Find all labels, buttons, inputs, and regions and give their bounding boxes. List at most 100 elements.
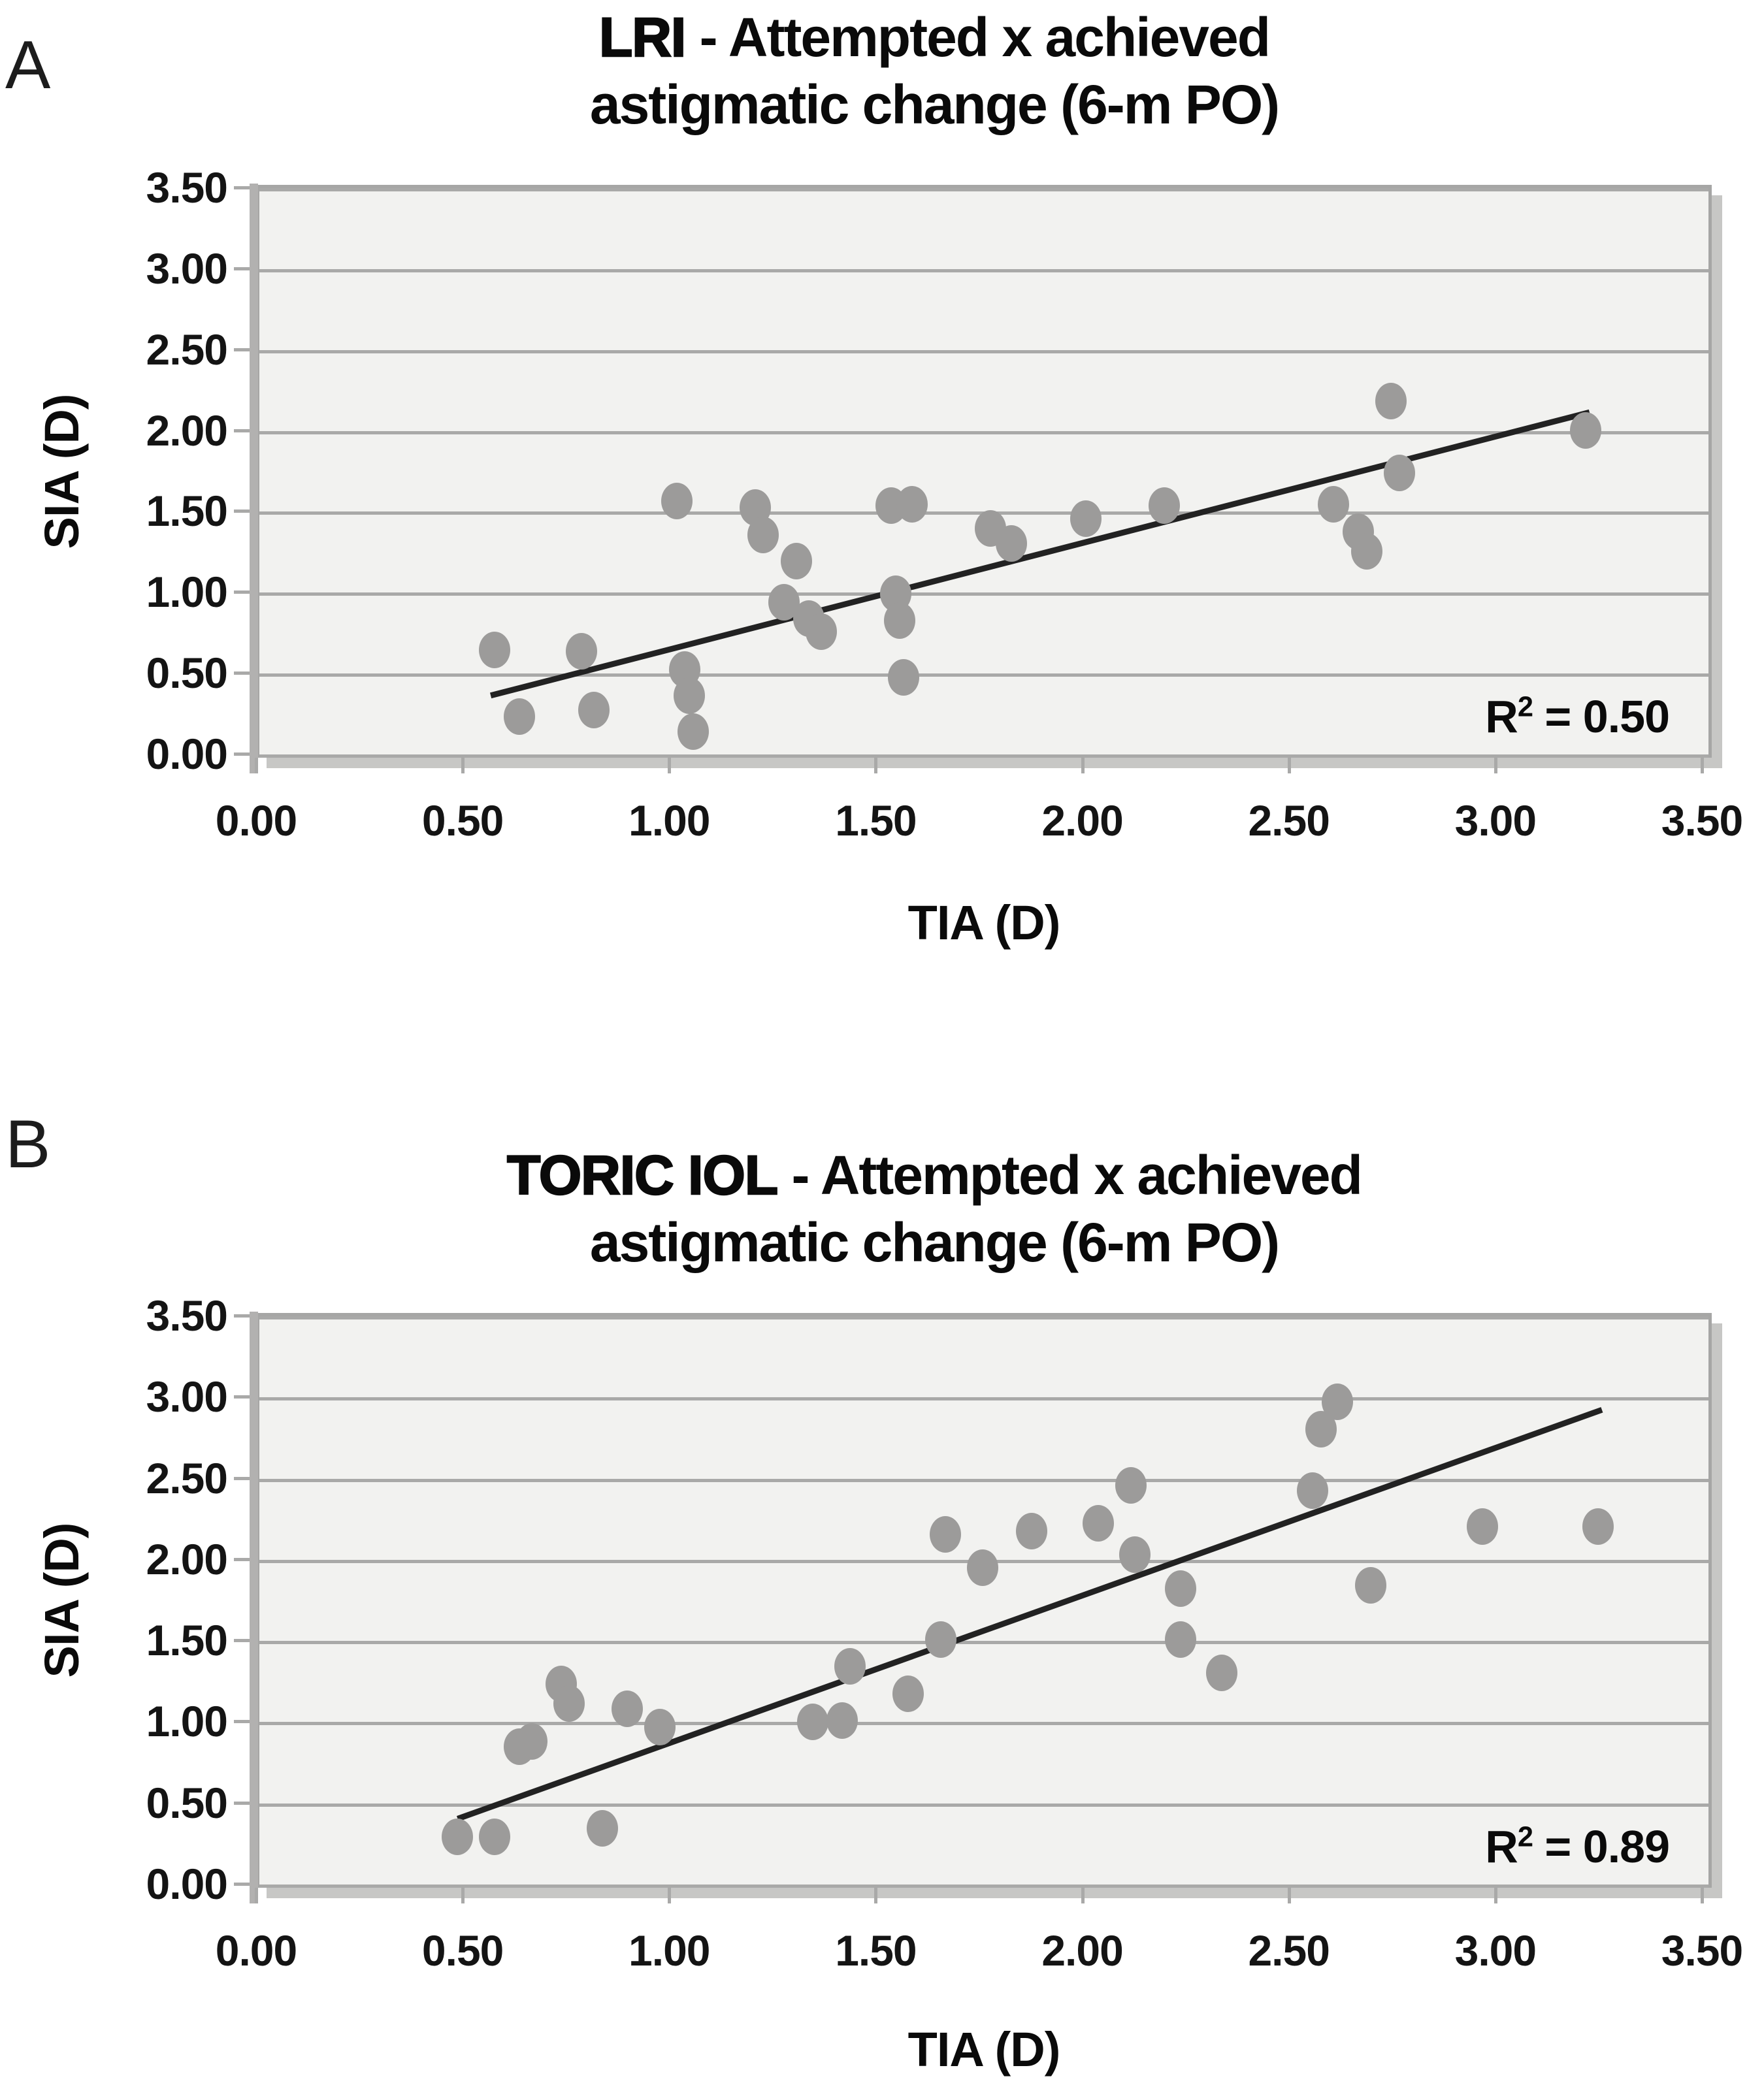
trendline (456, 1407, 1603, 1822)
data-point (1119, 1536, 1151, 1573)
data-point (966, 1549, 998, 1586)
gridline (259, 430, 1708, 434)
x-tick-label: 0.00 (215, 796, 297, 845)
data-point (1115, 1466, 1147, 1504)
data-point (1322, 1383, 1354, 1420)
data-point (995, 525, 1027, 562)
data-point (578, 692, 610, 729)
chart-title-b: TORIC IOL - Attempted x achieved astigma… (170, 1142, 1699, 1276)
x-tick-mark (255, 758, 258, 773)
y-tick-mark (234, 348, 250, 351)
data-point (1070, 500, 1102, 538)
y-axis-line (250, 1312, 258, 1903)
data-point (1375, 382, 1407, 419)
data-point (1354, 1567, 1386, 1604)
data-point (479, 1819, 511, 1856)
x-tick-label: 3.00 (1454, 796, 1537, 845)
data-point (1317, 485, 1349, 523)
plot-area-a (256, 185, 1712, 758)
data-point (805, 613, 837, 651)
y-tick-mark (234, 186, 250, 189)
chart-title-a: LRI - Attempted x achieved astigmatic ch… (170, 4, 1699, 138)
data-point (504, 698, 536, 736)
data-point (673, 677, 705, 714)
y-tick-mark (234, 1720, 250, 1724)
y-tick-mark (234, 1476, 250, 1480)
chart-title-a-strong: LRI (598, 6, 687, 69)
data-point (516, 1723, 548, 1760)
y-tick-label: 0.50 (146, 649, 228, 698)
y-tick-label: 3.00 (146, 1372, 228, 1421)
data-point (1164, 1570, 1196, 1608)
data-point (884, 602, 916, 639)
data-point (826, 1702, 858, 1739)
y-tick-mark (234, 1557, 250, 1561)
data-point (1206, 1654, 1238, 1691)
chart-title-b-strong: TORIC IOL (506, 1144, 779, 1207)
y-tick-label: 2.50 (146, 325, 228, 374)
data-point (797, 1704, 829, 1741)
data-point (1297, 1472, 1329, 1509)
x-tick-mark (1287, 758, 1291, 773)
gridline (259, 754, 1708, 758)
data-point (1164, 1621, 1196, 1658)
x-tick-label: 1.00 (629, 796, 710, 845)
data-point (611, 1690, 643, 1727)
x-tick-mark (1081, 758, 1085, 773)
y-tick-label: 0.00 (146, 1860, 228, 1908)
x-tick-label: 3.50 (1661, 796, 1743, 845)
y-tick-mark (234, 1801, 250, 1805)
gridline (259, 592, 1708, 596)
data-point (1148, 487, 1180, 525)
data-point (888, 659, 920, 696)
x-tick-label: 2.50 (1248, 1926, 1330, 1975)
y-tick-mark (234, 591, 250, 594)
x-tick-mark (1081, 1888, 1085, 1903)
y-tick-mark (234, 510, 250, 513)
gridline (259, 1722, 1708, 1726)
data-point (586, 1810, 618, 1847)
y-tick-mark (234, 671, 250, 675)
gridline (259, 673, 1708, 677)
x-tick-mark (874, 1888, 878, 1903)
x-tick-mark (255, 1888, 258, 1903)
x-tick-mark (1287, 1888, 1291, 1903)
data-point (1582, 1508, 1614, 1545)
y-tick-mark (234, 752, 250, 756)
trendline (489, 409, 1591, 699)
gridline (259, 1803, 1708, 1807)
y-tick-mark (234, 1395, 250, 1399)
x-tick-label: 3.50 (1661, 1926, 1743, 1975)
x-tick-mark (461, 758, 465, 773)
r-squared-label-b: R2 = 0.89 (1485, 1821, 1670, 1872)
data-point (677, 713, 709, 750)
panel-letter-b: B (5, 1107, 51, 1182)
gridline (259, 1885, 1708, 1888)
y-tick-label: 1.50 (146, 1616, 228, 1665)
data-point (442, 1819, 474, 1856)
y-tick-mark (234, 1883, 250, 1886)
x-tick-mark (1494, 758, 1497, 773)
y-tick-mark (234, 1314, 250, 1318)
gridline (259, 1478, 1708, 1482)
x-tick-mark (874, 758, 878, 773)
x-tick-label: 0.50 (421, 1926, 504, 1975)
chart-title-b-line1: TORIC IOL - Attempted x achieved (170, 1142, 1699, 1209)
x-tick-label: 2.50 (1248, 796, 1330, 845)
x-tick-label: 2.00 (1041, 796, 1123, 845)
gridline (259, 188, 1708, 191)
data-point (553, 1685, 585, 1723)
y-tick-label: 1.00 (146, 568, 228, 617)
data-point (925, 1621, 957, 1658)
y-axis-line (250, 184, 258, 773)
y-tick-label: 3.50 (146, 1291, 228, 1340)
y-tick-label: 3.50 (146, 163, 228, 212)
data-point (929, 1516, 961, 1553)
chart-title-a-line1: LRI - Attempted x achieved (170, 4, 1699, 71)
y-tick-label: 2.00 (146, 1534, 228, 1583)
chart-title-a-line2: astigmatic change (6-m PO) (589, 74, 1280, 135)
r-squared-label-a: R2 = 0.50 (1485, 691, 1670, 742)
y-tick-label: 0.50 (146, 1778, 228, 1827)
x-tick-label: 1.00 (629, 1926, 710, 1975)
